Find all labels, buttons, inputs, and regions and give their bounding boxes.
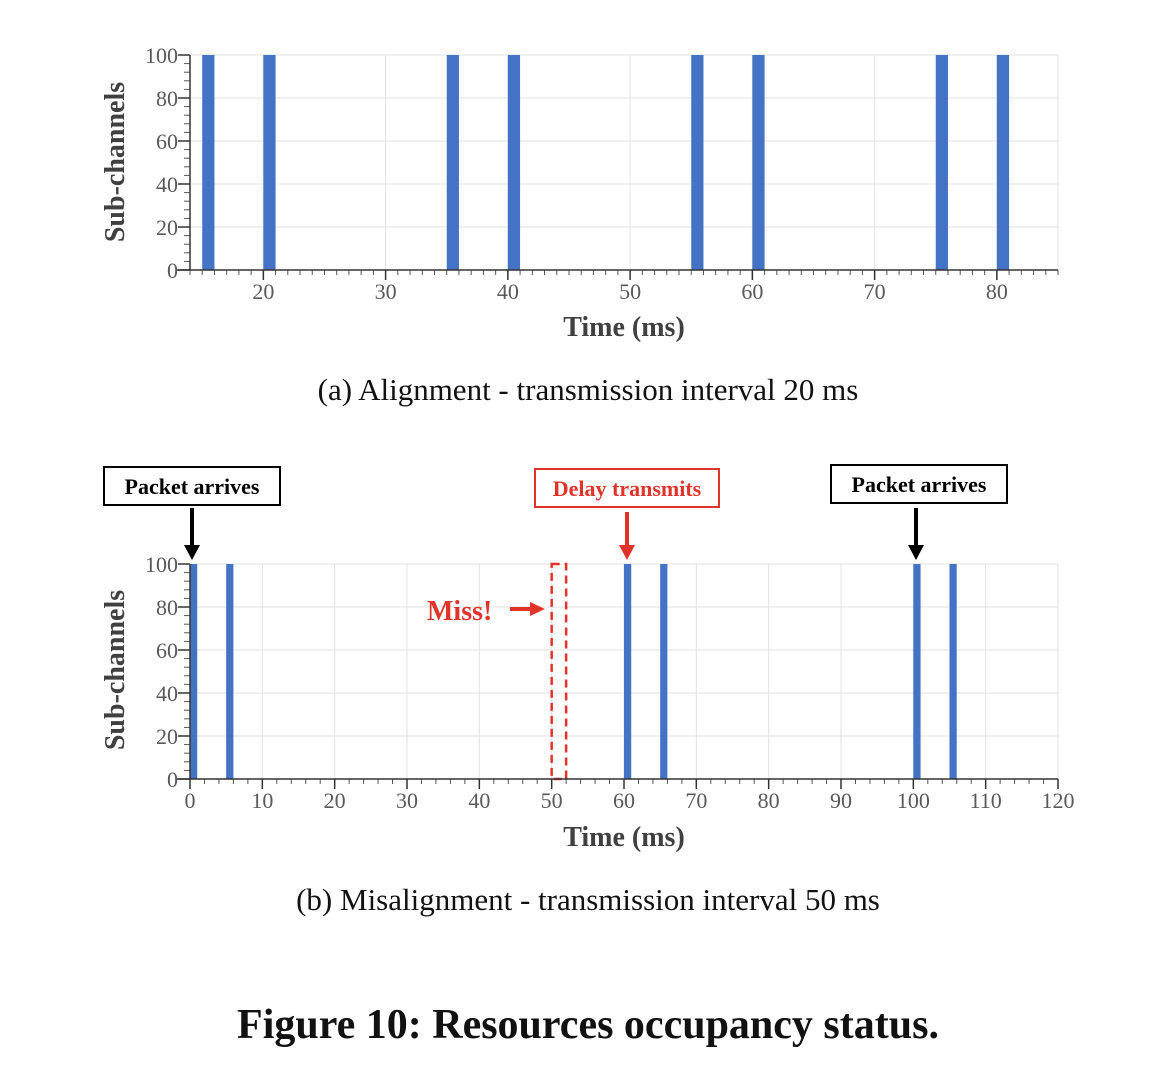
packet-arrives-callout-1: Packet arrives [103,466,281,560]
panel-b-x-tick-60: 60 [613,788,635,813]
panel-b: 0 10 20 30 40 50 60 70 80 90 100 110 120 0 20 40 60 80 10… [100,464,1075,917]
panel-b-x-tick-50: 50 [541,788,563,813]
panel-b-x-tick-labels: 0 10 20 30 40 50 60 70 80 90 100 110 120 [185,788,1075,813]
panel-b-y-tick-60: 60 [156,638,178,663]
panel-a-bar-15 [202,55,215,270]
panel-b-x-axis-title: Time (ms) [563,822,685,853]
panel-b-axes [177,563,1059,789]
panel-a-x-axis-title: Time (ms) [563,312,685,343]
panel-a-y-axis-title: Sub-channels [100,82,131,242]
miss-label: Miss! [427,596,492,627]
panel-b-bar-5 [226,564,234,779]
panel-b-bars [190,564,957,779]
panel-b-caption: (b) Misalignment - transmission interval… [296,882,880,917]
panel-a-x-tick-labels: 20 30 40 50 60 70 80 [252,279,1008,304]
panel-a-bar-80 [996,55,1010,270]
panel-a-x-tick-40: 40 [497,279,519,304]
panel-b-x-tick-30: 30 [396,788,418,813]
panel-a-caption: (a) Alignment - transmission interval 20… [318,372,859,407]
panel-a-x-tick-20: 20 [252,279,274,304]
panel-a-bar-40 [507,55,521,270]
panel-b-x-tick-80: 80 [758,788,780,813]
packet-arrives-label-1: Packet arrives [125,474,260,499]
panel-a-y-tick-40: 40 [156,172,178,197]
panel-b-x-tick-110: 110 [970,788,1002,813]
packet-arrives-callout-2: Packet arrives [830,464,1008,560]
panel-b-y-tick-20: 20 [156,724,178,749]
panel-a-bar-35 [446,55,459,270]
panel-b-x-tick-40: 40 [468,788,490,813]
panel-a-x-tick-50: 50 [619,279,641,304]
delay-transmits-label: Delay transmits [553,476,702,501]
panel-a-y-tick-labels: 0 20 40 60 80 100 [145,43,178,283]
panel-a-y-tick-80: 80 [156,86,178,111]
panel-b-x-tick-0: 0 [185,788,196,813]
panel-a-x-tick-80: 80 [986,279,1008,304]
missed-transmission-bar [550,562,568,781]
panel-a-bar-60 [752,55,765,270]
panel-a-x-tick-70: 70 [864,279,886,304]
panel-a-x-tick-60: 60 [741,279,763,304]
panel-a-y-tick-0: 0 [167,258,178,283]
panel-b-y-tick-80: 80 [156,595,178,620]
miss-annotation: Miss! [427,596,545,627]
panel-a-grid [190,54,1059,270]
panel-b-bar-65 [660,564,668,779]
panel-b-x-tick-20: 20 [324,788,346,813]
panel-a-y-tick-60: 60 [156,129,178,154]
panel-b-y-tick-labels: 0 20 40 60 80 100 [145,552,178,792]
panel-b-bar-100 [913,564,921,779]
panel-b-bar-0 [190,564,198,779]
panel-a-axes [177,54,1058,280]
panel-a-bars [202,55,1010,270]
panel-b-x-tick-100: 100 [897,788,930,813]
delay-transmits-callout: Delay transmits [534,468,720,560]
panel-a-minor-ticks [184,54,1059,275]
panel-a-bar-55 [691,55,704,270]
panel-a-y-tick-20: 20 [156,215,178,240]
panel-a-x-tick-30: 30 [375,279,397,304]
panel-b-bar-60 [624,564,632,779]
panel-b-y-axis-title: Sub-channels [100,590,131,750]
figure-caption: Figure 10: Resources occupancy status. [237,1002,939,1048]
panel-b-x-tick-70: 70 [685,788,707,813]
panel-b-y-tick-0: 0 [167,767,178,792]
panel-b-x-tick-10: 10 [251,788,273,813]
panel-a-bar-20 [263,55,276,270]
panel-b-x-tick-90: 90 [830,788,852,813]
panel-b-bar-105 [949,564,957,779]
panel-b-x-tick-120: 120 [1042,788,1075,813]
panel-b-y-tick-40: 40 [156,681,178,706]
panel-a-bar-75 [935,55,948,270]
panel-b-y-tick-100: 100 [145,552,178,577]
packet-arrives-label-2: Packet arrives [852,472,987,497]
panel-b-minor-ticks [184,563,1059,784]
panel-a: 20 30 40 50 60 70 80 0 20 40 60 80 100 Time (ms) Su… [100,43,1059,407]
panel-a-y-tick-100: 100 [145,43,178,68]
